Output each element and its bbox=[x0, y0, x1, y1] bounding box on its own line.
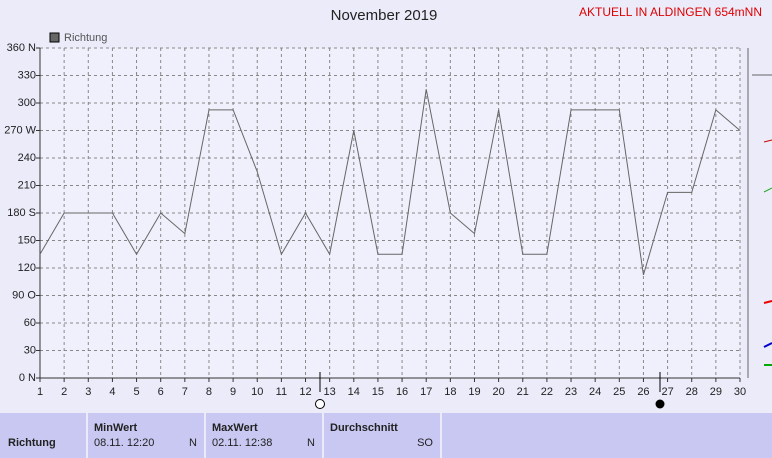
x-tick-label: 7 bbox=[182, 386, 188, 398]
moon-markers bbox=[315, 372, 665, 409]
x-tick-label: 8 bbox=[206, 386, 212, 398]
x-tick-label: 14 bbox=[348, 386, 360, 398]
y-tick-label: 90 O bbox=[12, 289, 36, 301]
table: Richtung MinWert 08.11. 12:20 N MaxWert … bbox=[0, 413, 772, 458]
cell: 02.11. 12:38 bbox=[212, 437, 272, 449]
y-tick-label: 330 bbox=[18, 69, 36, 81]
y-tick-label: 180 S bbox=[7, 207, 36, 219]
cell: N bbox=[189, 437, 197, 449]
x-tick-label: 21 bbox=[517, 386, 529, 398]
x-tick-label: 6 bbox=[158, 386, 164, 398]
x-tick-label: 1 bbox=[37, 386, 43, 398]
y-tick-label: 150 bbox=[18, 234, 36, 246]
legend-swatch bbox=[49, 32, 60, 43]
x-tick-label: 24 bbox=[589, 386, 601, 398]
x-tick-label: 9 bbox=[230, 386, 236, 398]
legend-label: Richtung bbox=[64, 32, 107, 44]
x-tick-label: 5 bbox=[133, 386, 139, 398]
y-tick-label: 60 bbox=[24, 317, 36, 329]
x-tick-label: 15 bbox=[372, 386, 384, 398]
col-title: Durchschnitt bbox=[330, 422, 398, 434]
x-tick-label: 25 bbox=[613, 386, 625, 398]
x-tick-label: 12 bbox=[299, 386, 311, 398]
y-tick-label: 360 N bbox=[7, 42, 36, 54]
x-tick-label: 3 bbox=[85, 386, 91, 398]
y-tick-label: 270 W bbox=[4, 124, 36, 136]
cell: SO bbox=[417, 437, 433, 449]
x-tick-label: 23 bbox=[565, 386, 577, 398]
x-tick-label: 4 bbox=[109, 386, 115, 398]
x-tick-label: 10 bbox=[251, 386, 263, 398]
x-tick-label: 13 bbox=[324, 386, 336, 398]
x-tick-label: 22 bbox=[541, 386, 553, 398]
x-tick-label: 20 bbox=[492, 386, 504, 398]
x-tick-label: 18 bbox=[444, 386, 456, 398]
data-line bbox=[39, 89, 741, 276]
col-title: MaxWert bbox=[212, 422, 258, 434]
row-label: Richtung bbox=[8, 437, 56, 449]
col-title: MinWert bbox=[94, 422, 138, 434]
cell: 08.11. 12:20 bbox=[94, 437, 154, 449]
x-tick-label: 2 bbox=[61, 386, 67, 398]
y-tick-label: 300 bbox=[18, 97, 36, 109]
cell: N bbox=[307, 437, 315, 449]
station: AKTUELL IN ALDINGEN 654mNN bbox=[579, 5, 762, 19]
x-tick-label: 17 bbox=[420, 386, 432, 398]
y-tick-label: 120 bbox=[18, 262, 36, 274]
x-tick-label: 16 bbox=[396, 386, 408, 398]
x-tick-label: 27 bbox=[661, 386, 673, 398]
y-tick-label: 30 bbox=[24, 344, 36, 356]
side-marks bbox=[747, 48, 772, 378]
x-tick-label: 30 bbox=[734, 386, 746, 398]
x-tick-label: 29 bbox=[710, 386, 722, 398]
y-tick-label: 240 bbox=[18, 152, 36, 164]
x-tick-label: 26 bbox=[637, 386, 649, 398]
chart-title: November 2019 bbox=[331, 7, 438, 24]
x-tick-label: 28 bbox=[686, 386, 698, 398]
y-tick-label: 210 bbox=[18, 179, 36, 191]
x-tick-label: 19 bbox=[468, 386, 480, 398]
y-tick-label: 0 N bbox=[19, 372, 36, 384]
x-tick-label: 11 bbox=[276, 386, 287, 398]
